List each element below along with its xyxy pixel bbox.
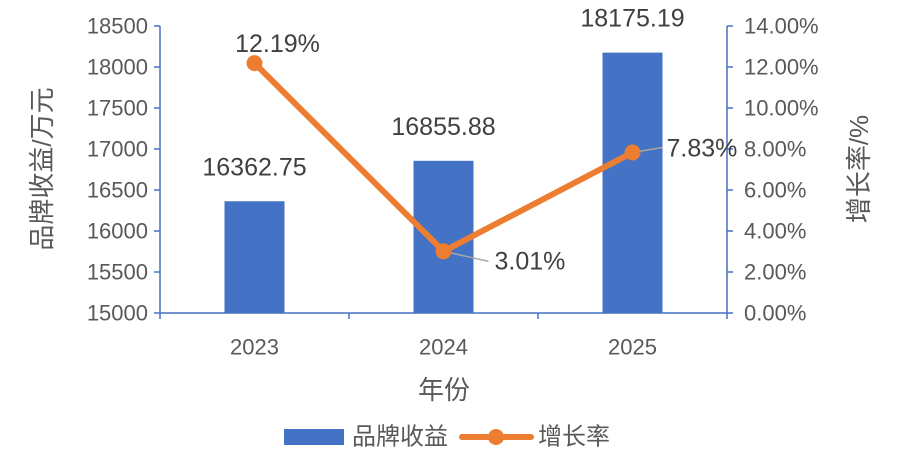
line-value-label: 3.01% bbox=[495, 247, 566, 275]
y2-tick-label: 10.00% bbox=[744, 96, 819, 121]
line-marker bbox=[246, 55, 263, 72]
legend-swatch-bar bbox=[284, 429, 344, 445]
bar-series-group bbox=[224, 52, 663, 313]
line-value-label: 7.83% bbox=[667, 134, 738, 162]
y2-tick-label: 12.00% bbox=[744, 55, 819, 80]
y-tick-label: 16000 bbox=[87, 219, 148, 244]
axes: 15000 15500 16000 16500 17000 17500 18000 18500… bbox=[87, 14, 819, 360]
line-marker bbox=[624, 144, 641, 161]
bar-value-label: 16855.88 bbox=[391, 113, 495, 141]
y-tick-label: 15500 bbox=[87, 260, 148, 285]
line-series-group bbox=[246, 55, 663, 263]
legend-label-bar: 品牌收益 bbox=[352, 424, 448, 451]
y-tick-label: 17000 bbox=[87, 137, 148, 162]
legend-marker-line bbox=[488, 429, 504, 445]
y-tick-label: 17500 bbox=[87, 96, 148, 121]
bar-value-label: 18175.19 bbox=[580, 5, 684, 33]
x-tick-label: 2024 bbox=[419, 335, 468, 360]
line-value-label: 12.19% bbox=[235, 30, 320, 58]
y2-tick-label: 6.00% bbox=[744, 178, 806, 203]
bar-value-label: 16362.75 bbox=[202, 153, 306, 181]
bar bbox=[602, 52, 663, 313]
y-tick-label: 18000 bbox=[87, 55, 148, 80]
y2-tick-label: 2.00% bbox=[744, 260, 806, 285]
x-axis-title: 年份 bbox=[418, 375, 470, 405]
x-tick-label: 2023 bbox=[230, 335, 279, 360]
line-marker bbox=[435, 243, 452, 260]
y2-tick-label: 14.00% bbox=[744, 14, 819, 39]
legend-label-line: 增长率 bbox=[538, 424, 610, 451]
bar bbox=[413, 160, 474, 313]
y-tick-label: 18500 bbox=[87, 14, 148, 39]
x-tick-label: 2025 bbox=[608, 335, 657, 360]
legend: 品牌收益 增长率 bbox=[284, 424, 610, 451]
y2-tick-label: 4.00% bbox=[744, 219, 806, 244]
data-labels-group: 16362.75 16855.88 18175.19 12.19% 3.01% 7.83% bbox=[202, 5, 737, 276]
bar bbox=[224, 201, 285, 313]
y2-axis-title: 增长率/% bbox=[844, 115, 874, 223]
y2-tick-label: 8.00% bbox=[744, 137, 806, 162]
y-tick-label: 16500 bbox=[87, 178, 148, 203]
y-axis-title: 品牌收益/万元 bbox=[27, 87, 57, 250]
y2-tick-label: 0.00% bbox=[744, 301, 806, 326]
y-tick-label: 15000 bbox=[87, 301, 148, 326]
